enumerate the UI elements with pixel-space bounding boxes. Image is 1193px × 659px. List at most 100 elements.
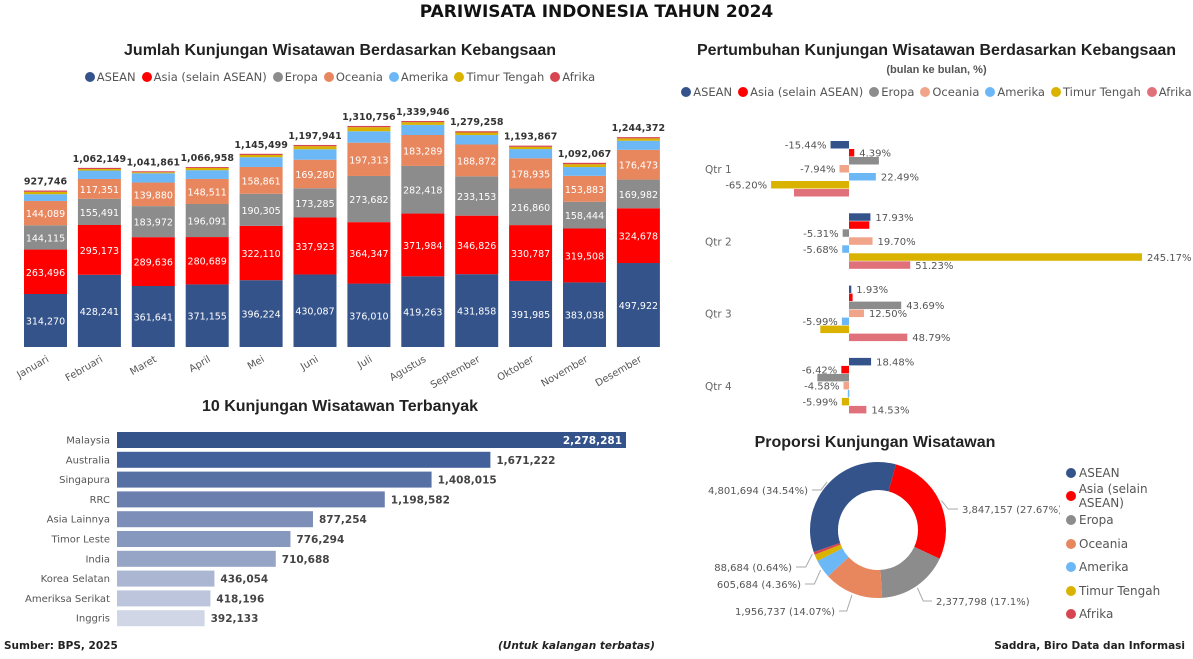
bar-amerika[interactable]: [841, 317, 849, 326]
bar-segment-eropa[interactable]: [239, 193, 283, 226]
bar-segment-asia-selain-asean[interactable]: [347, 222, 391, 284]
bar-segment-eropa[interactable]: [563, 201, 606, 229]
bar-segment-asean[interactable]: [131, 286, 175, 347]
bar-amerika[interactable]: [847, 389, 850, 398]
bar-segment-timur-tengah[interactable]: [131, 172, 175, 174]
legend-item-amerika[interactable]: Amerika: [1066, 555, 1193, 579]
bar-asia-selain-asean[interactable]: [849, 221, 870, 229]
legend-item-timur-tengah[interactable]: Timur Tengah: [1066, 579, 1193, 603]
bar-eropa[interactable]: [842, 229, 849, 237]
bar-segment-asean[interactable]: [24, 293, 67, 347]
bar-segment-oceania[interactable]: [509, 158, 553, 189]
bar-segment-amerika[interactable]: [293, 149, 337, 160]
bar-segment-timur-tengah[interactable]: [239, 154, 283, 158]
bar-segment-amerika[interactable]: [131, 173, 175, 183]
bar-segment-oceania[interactable]: [131, 182, 175, 207]
bar-segment-afrika[interactable]: [77, 167, 121, 170]
slice-amerika[interactable]: [817, 548, 849, 577]
slice-asia-selain-asean[interactable]: [888, 464, 946, 559]
bar-segment-oceania[interactable]: [455, 144, 499, 177]
bar-segment-timur-tengah[interactable]: [347, 127, 391, 132]
legend-item-amerika[interactable]: Amerika: [388, 70, 448, 84]
bar-segment-asia-selain-asean[interactable]: [455, 215, 499, 275]
bar-timur-tengah[interactable]: [771, 181, 849, 189]
bar-segment-amerika[interactable]: [347, 131, 391, 143]
legend-item-asia-selain-asean[interactable]: Asia (selain ASEAN): [738, 85, 863, 99]
bar-oceania[interactable]: [839, 165, 849, 173]
bar-segment-asia-selain-asean[interactable]: [24, 249, 67, 294]
legend-item-oceania[interactable]: Oceania: [1066, 532, 1193, 556]
legend-item-eropa[interactable]: Eropa: [869, 85, 914, 99]
bar-segment-oceania[interactable]: [293, 159, 337, 189]
bar-segment-asean[interactable]: [293, 274, 337, 347]
bar-segment-oceania[interactable]: [563, 175, 606, 202]
bar-segment-asia-selain-asean[interactable]: [185, 237, 229, 285]
bar-segment-oceania[interactable]: [401, 135, 445, 166]
bar-segment-afrika[interactable]: [455, 131, 499, 133]
bar-segment-timur-tengah[interactable]: [24, 191, 67, 195]
bar-segment-asean[interactable]: [563, 282, 606, 347]
bar-timur-tengah[interactable]: [820, 325, 849, 334]
bar-segment-timur-tengah[interactable]: [401, 122, 445, 125]
bar-segment-amerika[interactable]: [77, 170, 121, 179]
bar-oceania[interactable]: [849, 309, 864, 318]
legend-item-asia-selain-asean[interactable]: Asia (selain ASEAN): [1066, 482, 1193, 510]
bar-segment-oceania[interactable]: [347, 142, 391, 176]
bar-eropa[interactable]: [849, 301, 902, 310]
bar-segment-oceania[interactable]: [239, 166, 283, 194]
bar-segment-eropa[interactable]: [347, 175, 391, 223]
bar-segment-eropa[interactable]: [24, 225, 67, 250]
bar-segment-asia-selain-asean[interactable]: [293, 217, 337, 275]
bar-segment-oceania[interactable]: [185, 178, 229, 204]
bar-asean[interactable]: [849, 357, 872, 366]
legend-item-afrika[interactable]: Afrika: [550, 70, 595, 84]
bar-segment-amerika[interactable]: [509, 149, 553, 159]
bar-segment-afrika[interactable]: [347, 125, 391, 128]
bar-segment-timur-tengah[interactable]: [185, 167, 229, 171]
bar-india[interactable]: [117, 550, 276, 567]
bar-eropa[interactable]: [849, 157, 879, 165]
bar-segment-afrika[interactable]: [185, 167, 229, 168]
legend-item-eropa[interactable]: Eropa: [272, 70, 318, 84]
bar-ameriksa-serikat[interactable]: [117, 590, 211, 607]
legend-item-afrika[interactable]: Afrika: [1066, 603, 1193, 627]
legend-item-eropa[interactable]: Eropa: [1066, 508, 1193, 532]
bar-segment-oceania[interactable]: [616, 149, 660, 180]
bar-segment-asean[interactable]: [455, 274, 499, 347]
bar-segment-afrika[interactable]: [131, 171, 175, 173]
bar-segment-asean[interactable]: [347, 283, 391, 347]
bar-segment-afrika[interactable]: [239, 153, 283, 155]
bar-segment-timur-tengah[interactable]: [563, 164, 606, 168]
bar-asia-lainnya[interactable]: [117, 511, 313, 528]
bar-segment-eropa[interactable]: [185, 203, 229, 238]
bar-inggris[interactable]: [117, 610, 205, 627]
legend-item-afrika[interactable]: Afrika: [1146, 85, 1192, 99]
bar-segment-timur-tengah[interactable]: [293, 146, 337, 150]
bar-amerika[interactable]: [849, 173, 876, 181]
bar-afrika[interactable]: [849, 405, 867, 414]
bar-segment-asean[interactable]: [185, 284, 229, 347]
bar-segment-oceania[interactable]: [77, 178, 121, 199]
legend-item-oceania[interactable]: Oceania: [323, 70, 383, 84]
bar-segment-amerika[interactable]: [563, 167, 606, 176]
slice-eropa[interactable]: [880, 546, 940, 598]
bar-segment-eropa[interactable]: [509, 188, 553, 226]
bar-timor-leste[interactable]: [117, 531, 291, 547]
bar-segment-asia-selain-asean[interactable]: [239, 225, 283, 281]
bar-segment-amerika[interactable]: [239, 157, 283, 167]
bar-segment-timur-tengah[interactable]: [509, 146, 553, 150]
bar-segment-oceania[interactable]: [24, 200, 67, 226]
bar-segment-amerika[interactable]: [455, 135, 499, 145]
bar-asean[interactable]: [849, 285, 852, 294]
bar-timur-tengah[interactable]: [841, 397, 849, 406]
bar-segment-asean[interactable]: [509, 280, 553, 347]
bar-eropa[interactable]: [817, 373, 849, 382]
bar-afrika[interactable]: [794, 189, 849, 197]
legend-item-amerika[interactable]: Amerika: [985, 85, 1045, 99]
bar-segment-afrika[interactable]: [616, 137, 660, 139]
bar-segment-timur-tengah[interactable]: [616, 138, 660, 141]
bar-oceania[interactable]: [849, 237, 873, 245]
slice-asean[interactable]: [810, 462, 896, 553]
bar-segment-asia-selain-asean[interactable]: [563, 228, 606, 283]
bar-singapura[interactable]: [117, 471, 432, 488]
